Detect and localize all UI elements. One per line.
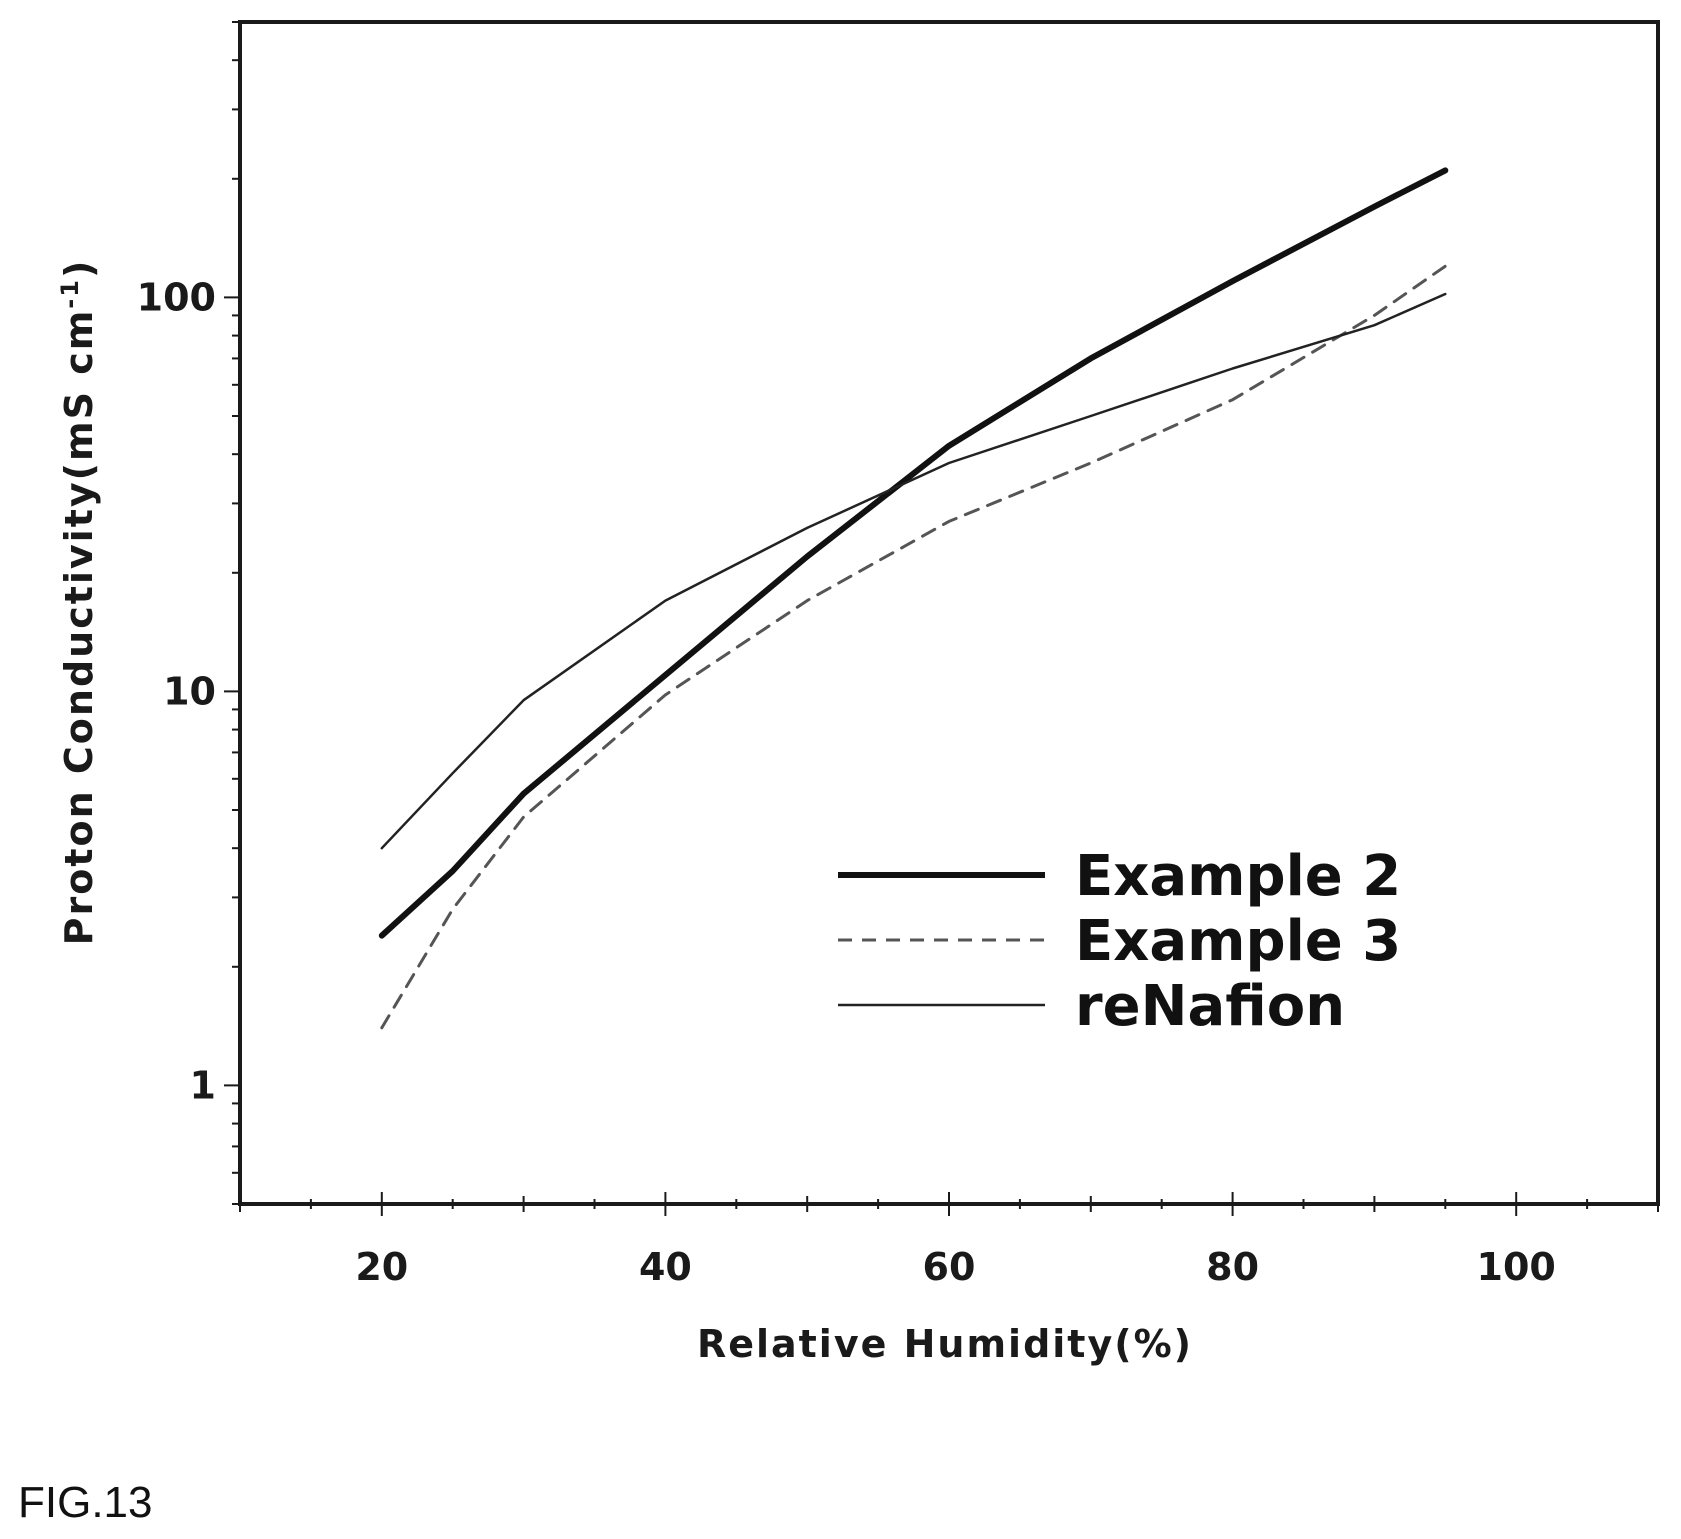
legend-label-2: Example 3: [1075, 909, 1401, 974]
series-layer: [378, 167, 1449, 1030]
series-line-2: [380, 264, 1447, 1030]
y-axis-title-main: Proton Conductivity(mS cm: [57, 309, 101, 946]
legend-label-1: Example 2: [1075, 844, 1401, 909]
x-axis-title: Relative Humidity(%): [697, 1322, 1193, 1366]
x-tick-label: 20: [355, 1245, 408, 1289]
y-axis-title: Proton Conductivity(mS cm-1): [56, 259, 101, 946]
series-line-3: [380, 292, 1447, 850]
x-tick-label: 80: [1206, 1245, 1259, 1289]
x-tick-label: 60: [923, 1245, 976, 1289]
y-axis-ticks: 1 10 100: [137, 21, 240, 1205]
y-axis-title-superscript: -1: [56, 278, 84, 309]
y-tick-label: 100: [137, 275, 216, 319]
y-axis-title-close: ): [57, 259, 101, 278]
y-tick-label: 1: [190, 1063, 216, 1107]
x-tick-label: 100: [1477, 1245, 1556, 1289]
plot-frame: [238, 20, 1660, 1206]
legend-label-3: reNafion: [1075, 974, 1345, 1039]
x-axis-ticks: 20 40 60 80 100: [239, 1192, 1659, 1289]
y-tick-label: 10: [163, 669, 216, 713]
figure-caption: FIG.13: [18, 1478, 153, 1527]
x-tick-label: 40: [639, 1245, 692, 1289]
series-line-1: [378, 167, 1449, 939]
